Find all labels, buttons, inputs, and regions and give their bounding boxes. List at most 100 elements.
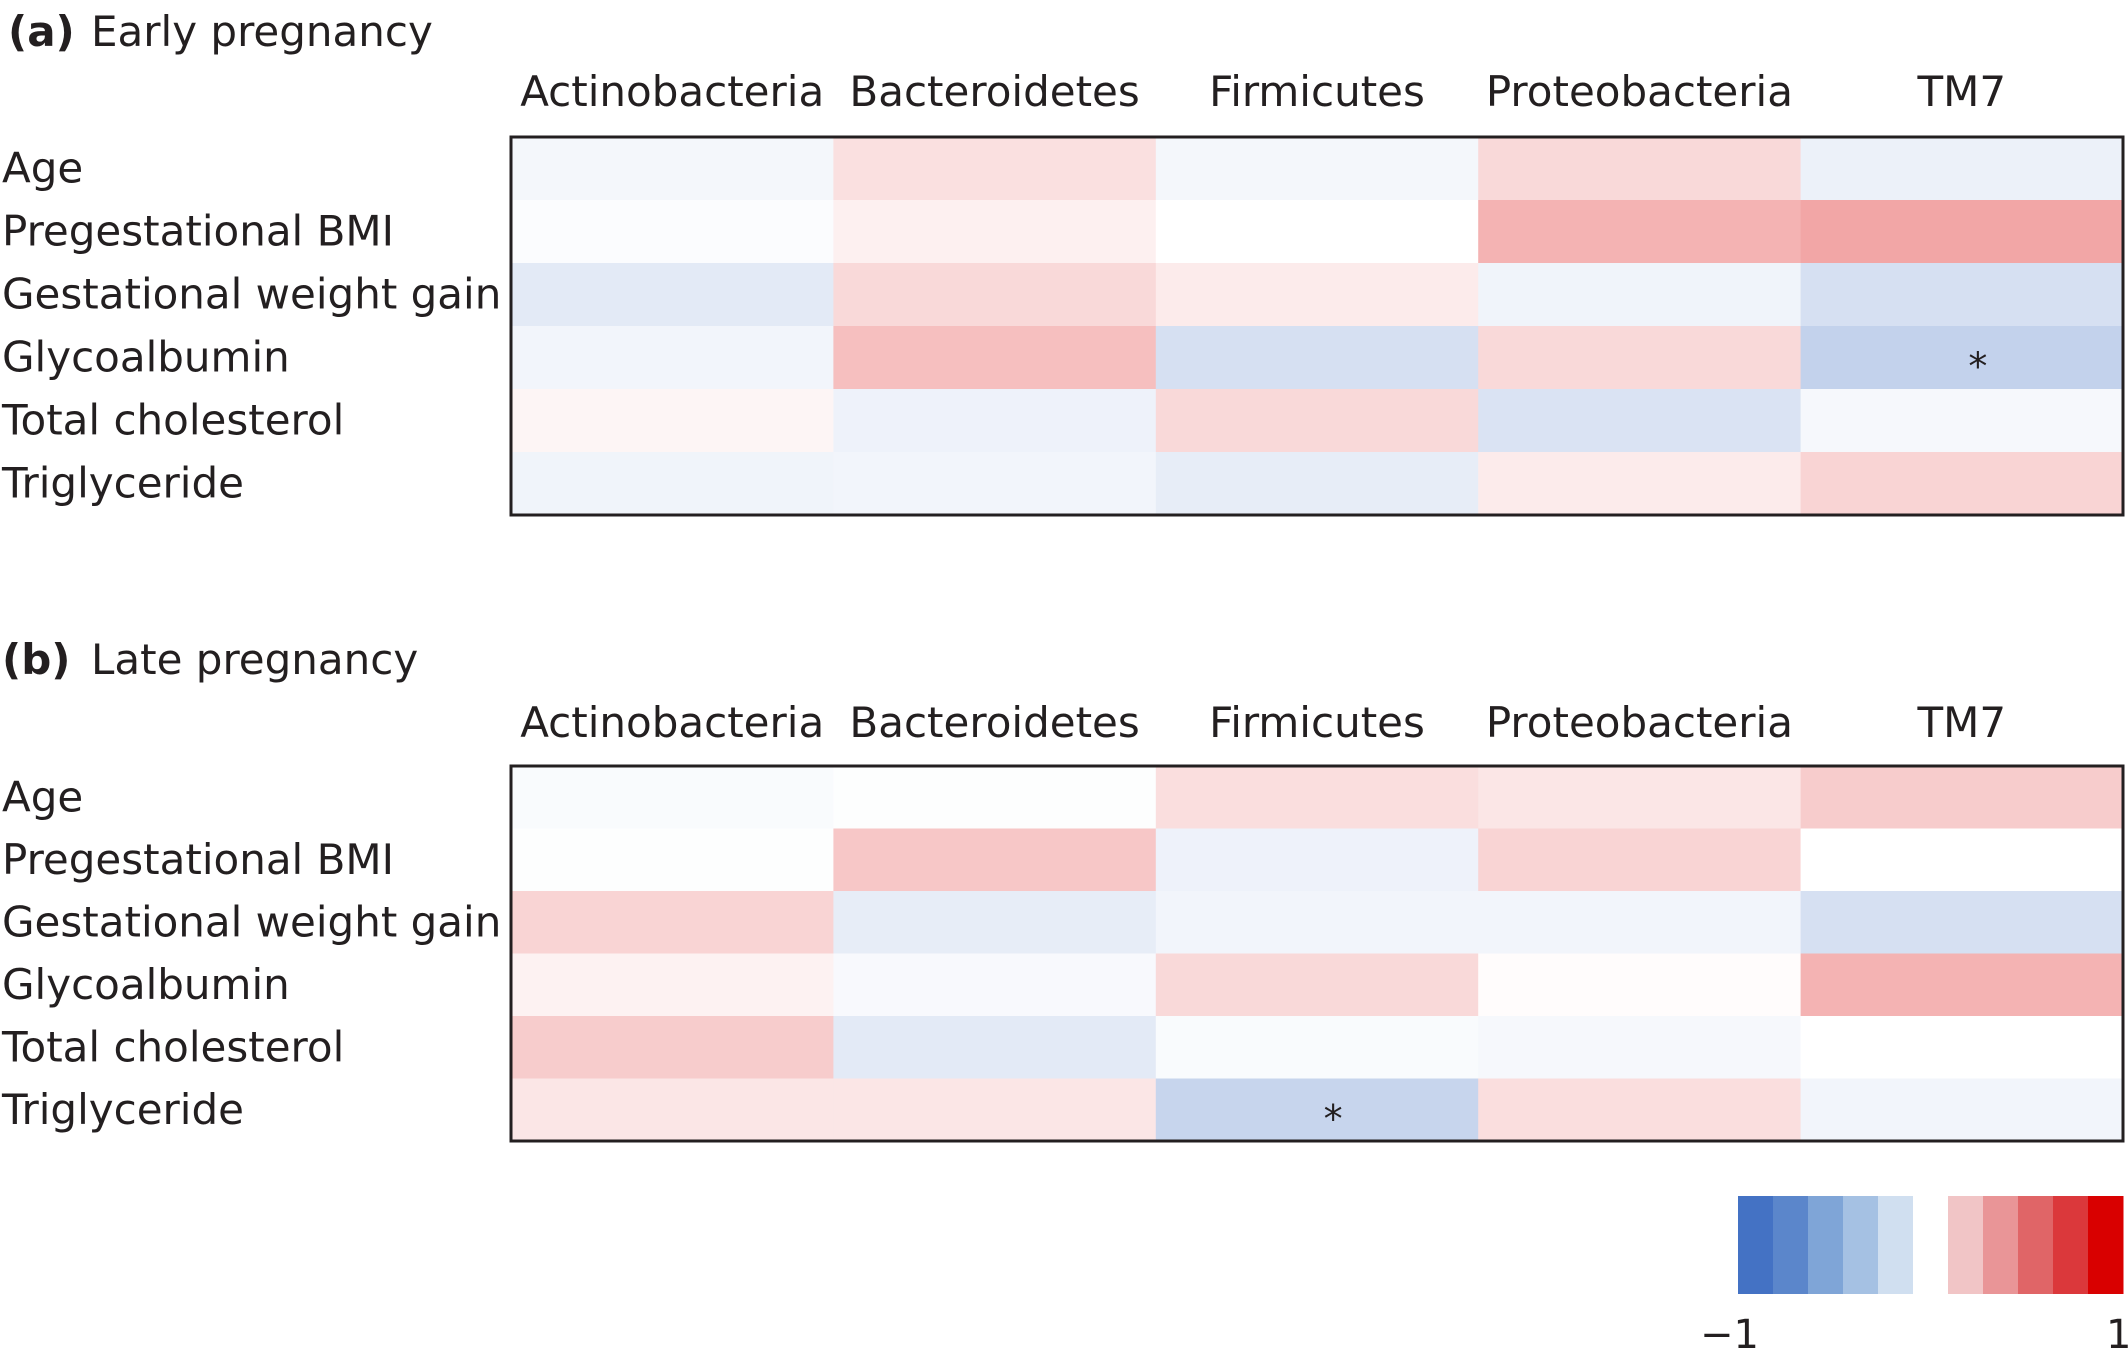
heatmap-cell [1155,389,1479,453]
heatmap-cell [1478,891,1802,954]
heatmap-cell [511,452,834,516]
heatmap-cell [833,828,1157,892]
heatmap-cell [511,766,834,829]
column-label-firmicutes: Firmicutes [1209,698,1425,747]
panel-title-b: Late pregnancy [91,635,418,684]
heatmap-cell [1155,1078,1479,1142]
row-label-total-cholesterol: Total cholesterol [1,396,344,445]
heatmap-cell [1478,200,1802,264]
heatmap-cell [1155,452,1479,516]
heatmap-cell [1800,1078,2124,1142]
heatmap-cell [833,137,1157,201]
row-label-triglyceride: Triglyceride [1,459,244,508]
column-labels-a: Actinobacteria Bacteroidetes Firmicutes Pro… [520,67,2006,116]
row-label-glycoalbumin: Glycoalbumin [2,960,290,1009]
heatmap-cell [1155,766,1479,829]
heatmap-cell [1155,263,1479,327]
heatmap-cell [833,389,1157,453]
heatmap-cell [1155,137,1479,201]
column-label-bacteroidetes: Bacteroidetes [849,67,1139,116]
significance-mark: * [1324,1097,1343,1141]
panel-early-pregnancy: (a) Early pregnancy Actinobacteria Bacter… [1,7,2125,517]
colorbar-step [1913,1196,1949,1294]
heatmap-cell [511,263,834,327]
heatmap-cell [511,891,834,954]
heatmap-cell [1478,389,1802,453]
colorbar-min-label: −1 [1700,1312,1759,1358]
row-label-gestational-weight-gain: Gestational weight gain [2,270,501,319]
colorbar-step [2053,1196,2089,1294]
heatmap-cell [1155,891,1479,954]
heatmap-cell [1478,137,1802,201]
row-label-gestational-weight-gain: Gestational weight gain [2,897,501,946]
colorbar-step [1738,1196,1774,1294]
heatmap-cell [511,200,834,264]
heatmap-cell [1478,828,1802,892]
column-label-proteobacteria: Proteobacteria [1486,67,1793,116]
column-label-actinobacteria: Actinobacteria [520,698,824,747]
heatmap-cell [833,766,1157,829]
heatmap-cells-b [511,766,2124,1142]
heatmap-cell [511,953,834,1017]
row-label-total-cholesterol: Total cholesterol [1,1022,344,1071]
colorbar-step [2088,1196,2124,1294]
column-label-tm7: TM7 [1916,698,2006,747]
colorbar-step [1843,1196,1879,1294]
heatmap-cell [833,326,1157,390]
panel-label-a: (a) [8,7,75,56]
panel-title-a: Early pregnancy [91,7,433,56]
heatmap-cell [833,953,1157,1017]
heatmap-cells-a [511,137,2124,516]
row-label-age: Age [2,772,83,821]
heatmap-cell [511,828,834,892]
heatmap-frame-b [509,764,2125,1143]
heatmap-cell [1800,766,2124,829]
heatmap-cell [1800,263,2124,327]
heatmap-cell [1155,1016,1479,1079]
colorbar-step [1773,1196,1809,1294]
heatmap-cell [1800,137,2124,201]
heatmap-cell [1478,953,1802,1017]
heatmap-cell [1478,452,1802,516]
column-label-firmicutes: Firmicutes [1209,67,1425,116]
heatmap-cell [511,389,834,453]
row-label-triglyceride: Triglyceride [1,1085,244,1134]
heatmap-cell [1800,1016,2124,1079]
heatmap-cell [1478,766,1802,829]
row-labels-a: Age Pregestational BMI Gestational weight … [1,144,501,508]
column-label-tm7: TM7 [1916,67,2006,116]
heatmap-cell [511,1016,834,1079]
colorbar-step [1948,1196,1984,1294]
colorbar-step [1878,1196,1914,1294]
colorbar-step [1983,1196,2019,1294]
heatmap-cell [1800,326,2124,390]
column-label-actinobacteria: Actinobacteria [520,67,824,116]
panel-label-b: (b) [2,635,70,684]
heatmap-cell [1800,828,2124,892]
heatmap-cell [833,263,1157,327]
colorbar-step [2018,1196,2054,1294]
heatmap-cell [833,452,1157,516]
heatmap-cell [833,200,1157,264]
significance-mark: * [1968,345,1987,389]
heatmap-cell [1800,953,2124,1017]
column-label-bacteroidetes: Bacteroidetes [849,698,1139,747]
heatmap-frame-a [509,135,2125,517]
heatmap-cell [1155,828,1479,892]
colorbar: −1 1 [1700,1196,2128,1358]
heatmap-cell [1478,1016,1802,1079]
heatmap-cell [1155,326,1479,390]
colorbar-steps [1738,1196,2124,1294]
colorbar-step [1808,1196,1844,1294]
heatmap-cell [833,1016,1157,1079]
heatmap-cell [1800,389,2124,453]
heatmap-cell [511,1078,834,1142]
heatmap-cell [833,891,1157,954]
panel-late-pregnancy: (b) Late pregnancy Actinobacteria Bactero… [1,635,2125,1143]
heatmap-cell [1155,953,1479,1017]
heatmap-cell [833,1078,1157,1142]
significance-marks-b: * [1324,1097,1343,1141]
row-label-pregestational-bmi: Pregestational BMI [2,835,394,884]
significance-marks-a: * [1968,345,1987,389]
